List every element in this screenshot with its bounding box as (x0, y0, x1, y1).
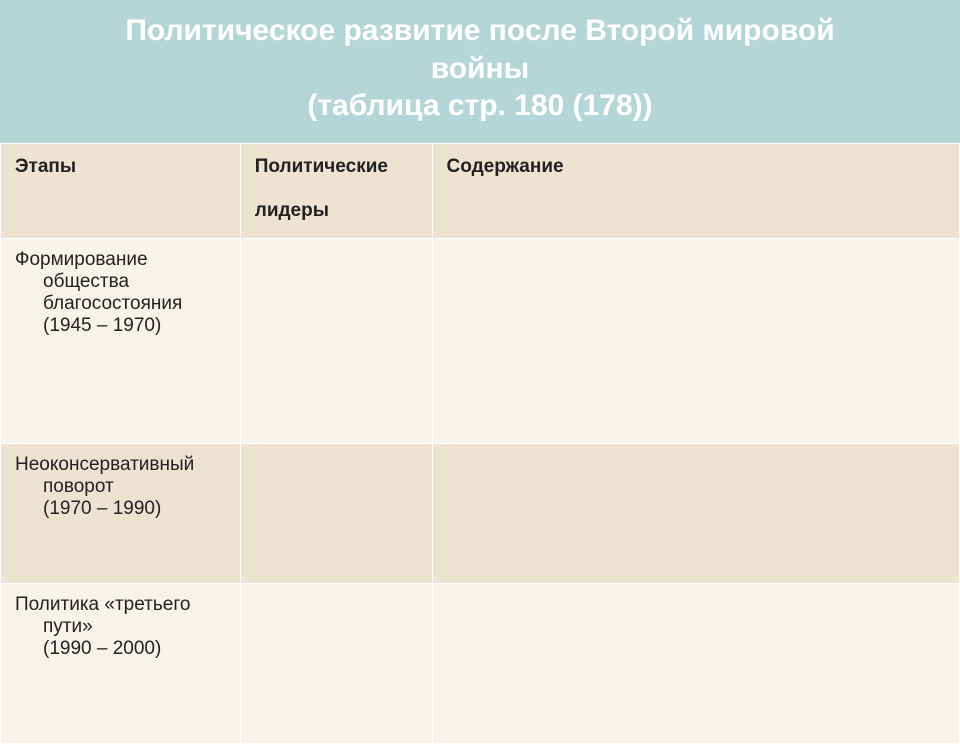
col-header-content: Содержание (432, 143, 959, 238)
cell-leaders-1 (240, 238, 432, 443)
stage-2-line-3: (1970 – 1990) (15, 498, 230, 520)
cell-leaders-3 (240, 583, 432, 743)
stage-3-line-1: Политика «третьего (15, 594, 230, 616)
stages-table: Этапы Политические лидеры Содержание Фор… (0, 143, 960, 744)
stage-2-line-1: Неоконсервативный (15, 454, 230, 476)
col-header-stages: Этапы (1, 143, 241, 238)
cell-stage-1: Формирование общества благосостояния (19… (1, 238, 241, 443)
stage-1-line-4: (1945 – 1970) (15, 315, 230, 337)
stage-1-line-1: Формирование (15, 249, 230, 271)
cell-stage-2: Неоконсервативный поворот (1970 – 1990) (1, 443, 241, 583)
cell-leaders-2 (240, 443, 432, 583)
title-line-2: войны (431, 52, 530, 85)
stage-2-line-2: поворот (15, 476, 230, 498)
title-line-3: (таблица стр. 180 (178)) (307, 89, 652, 122)
table-row: Формирование общества благосостояния (19… (1, 238, 960, 443)
table-row: Неоконсервативный поворот (1970 – 1990) (1, 443, 960, 583)
cell-content-2 (432, 443, 959, 583)
slide: Политическое развитие после Второй миров… (0, 0, 960, 720)
stage-3-line-3: (1990 – 2000) (15, 638, 230, 660)
col-header-content-l1: Содержание (447, 156, 945, 178)
col-header-leaders-l2: лидеры (255, 200, 418, 222)
stage-1-line-2: общества (15, 271, 230, 293)
table-row: Политика «третьего пути» (1990 – 2000) (1, 583, 960, 743)
col-header-stages-l1: Этапы (15, 156, 226, 178)
col-header-leaders: Политические лидеры (240, 143, 432, 238)
stage-1-line-3: благосостояния (15, 293, 230, 315)
cell-stage-3: Политика «третьего пути» (1990 – 2000) (1, 583, 241, 743)
stage-3-line-2: пути» (15, 616, 230, 638)
table-header-row: Этапы Политические лидеры Содержание (1, 143, 960, 238)
title-line-1: Политическое развитие после Второй миров… (125, 14, 834, 47)
slide-title: Политическое развитие после Второй миров… (0, 0, 960, 143)
cell-content-1 (432, 238, 959, 443)
cell-content-3 (432, 583, 959, 743)
col-header-leaders-l1: Политические (255, 156, 418, 178)
